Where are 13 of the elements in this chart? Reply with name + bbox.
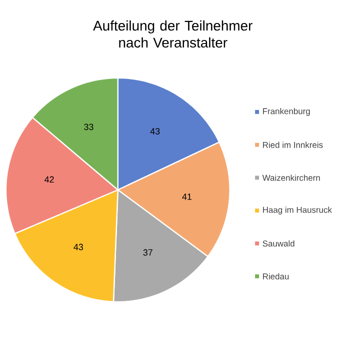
legend-label: Frankenburg (263, 108, 310, 116)
data-label: 37 (143, 249, 152, 256)
legend-label: Sauwald (262, 240, 294, 247)
chart-title: Aufteilung der Teilnehmer nach Veranstalter (93, 20, 252, 48)
legend-label: Riedau (263, 273, 289, 280)
data-label: 33 (84, 124, 94, 130)
legend-label: Ried im Innkreis (263, 142, 323, 148)
data-label: 41 (182, 194, 192, 200)
data-label: 43 (74, 244, 84, 250)
legend-label: Waizenkirchern (262, 174, 320, 181)
data-label: 43 (150, 128, 160, 134)
data-label: 42 (44, 176, 54, 183)
legend-label: Haag im Hausruck (263, 206, 332, 215)
